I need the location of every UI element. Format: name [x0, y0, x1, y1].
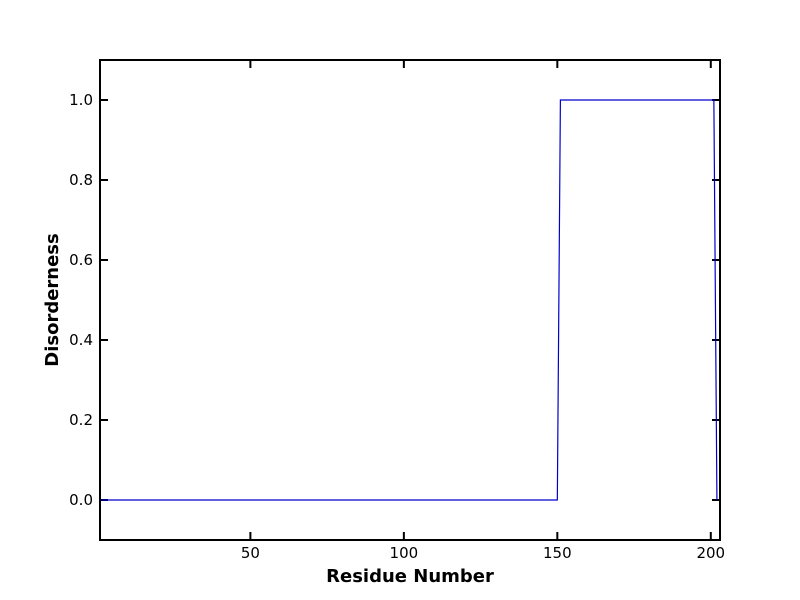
- series-line: [100, 99, 718, 501]
- series-group: [100, 99, 718, 501]
- x-tick-label: 100: [390, 544, 419, 562]
- x-tick-label: 150: [543, 544, 572, 562]
- y-tick-label: 0.2: [69, 411, 93, 429]
- y-tick-label: 0.6: [69, 251, 93, 269]
- y-axis-title: Disorderness: [42, 233, 63, 367]
- x-tick-label: 50: [241, 544, 260, 562]
- y-tick-label: 0.8: [69, 171, 93, 189]
- y-tick-label: 1.0: [69, 91, 93, 109]
- y-tick-label: 0.4: [69, 331, 93, 349]
- y-axis-ticks: 0.0 0.2 0.4 0.6 0.8 1.0: [69, 91, 720, 509]
- plot-frame: [99, 59, 721, 541]
- y-tick-label: 0.0: [69, 491, 93, 509]
- x-axis-title: Residue Number: [326, 566, 494, 587]
- x-axis-ticks: 50 100 150 200: [241, 60, 725, 562]
- x-tick-label: 200: [696, 544, 725, 562]
